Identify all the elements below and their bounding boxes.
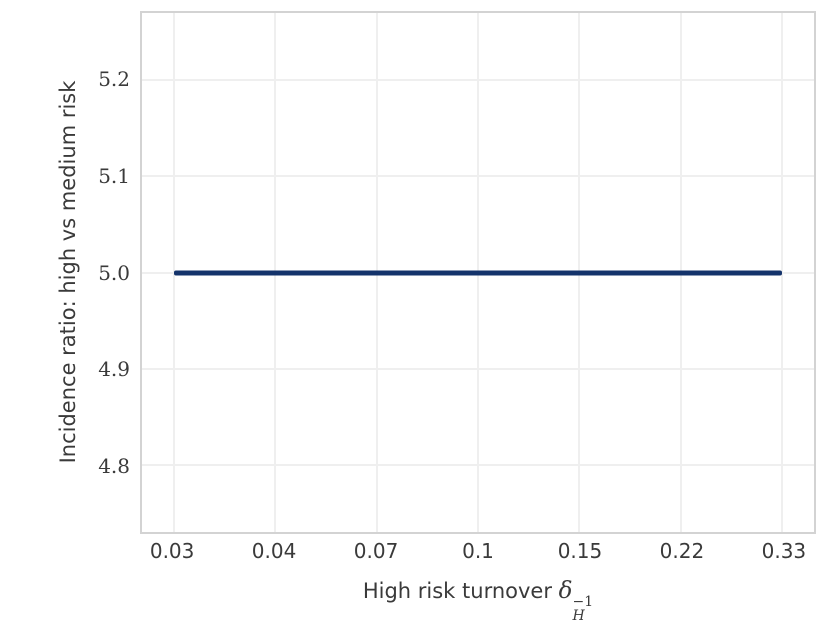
delta-symbol: δ	[558, 578, 573, 604]
x-axis-label-text: High risk turnover	[362, 579, 552, 603]
x-axis-label: High risk turnover δ −1 H	[363, 576, 593, 623]
y-tick-label: 5.0	[98, 260, 130, 285]
x-tick-label: 0.15	[557, 539, 603, 563]
x-tick-label: 0.07	[353, 539, 399, 563]
y-gridline	[142, 463, 814, 466]
y-tick-label: 4.9	[98, 357, 130, 382]
y-tick-label: 5.2	[98, 66, 130, 91]
delta-subscript: H	[572, 608, 585, 623]
y-gridline	[142, 367, 814, 370]
y-gridline	[142, 79, 814, 82]
series-line-incidence-ratio	[173, 270, 783, 275]
x-tick-label: 0.03	[149, 539, 195, 563]
y-tick-label: 4.8	[98, 454, 130, 479]
y-axis-label: Incidence ratio: high vs medium risk	[56, 80, 80, 464]
x-tick-label: 0.1	[462, 539, 494, 563]
x-tick-label: 0.04	[251, 539, 297, 563]
y-gridline	[142, 175, 814, 178]
plot-area	[140, 11, 816, 534]
x-tick-label: 0.22	[659, 539, 705, 563]
delta-subsup: −1 H	[573, 595, 594, 623]
y-tick-label: 5.1	[98, 163, 130, 188]
x-tick-label: 0.33	[761, 539, 807, 563]
delta-superscript: −1	[572, 594, 594, 610]
